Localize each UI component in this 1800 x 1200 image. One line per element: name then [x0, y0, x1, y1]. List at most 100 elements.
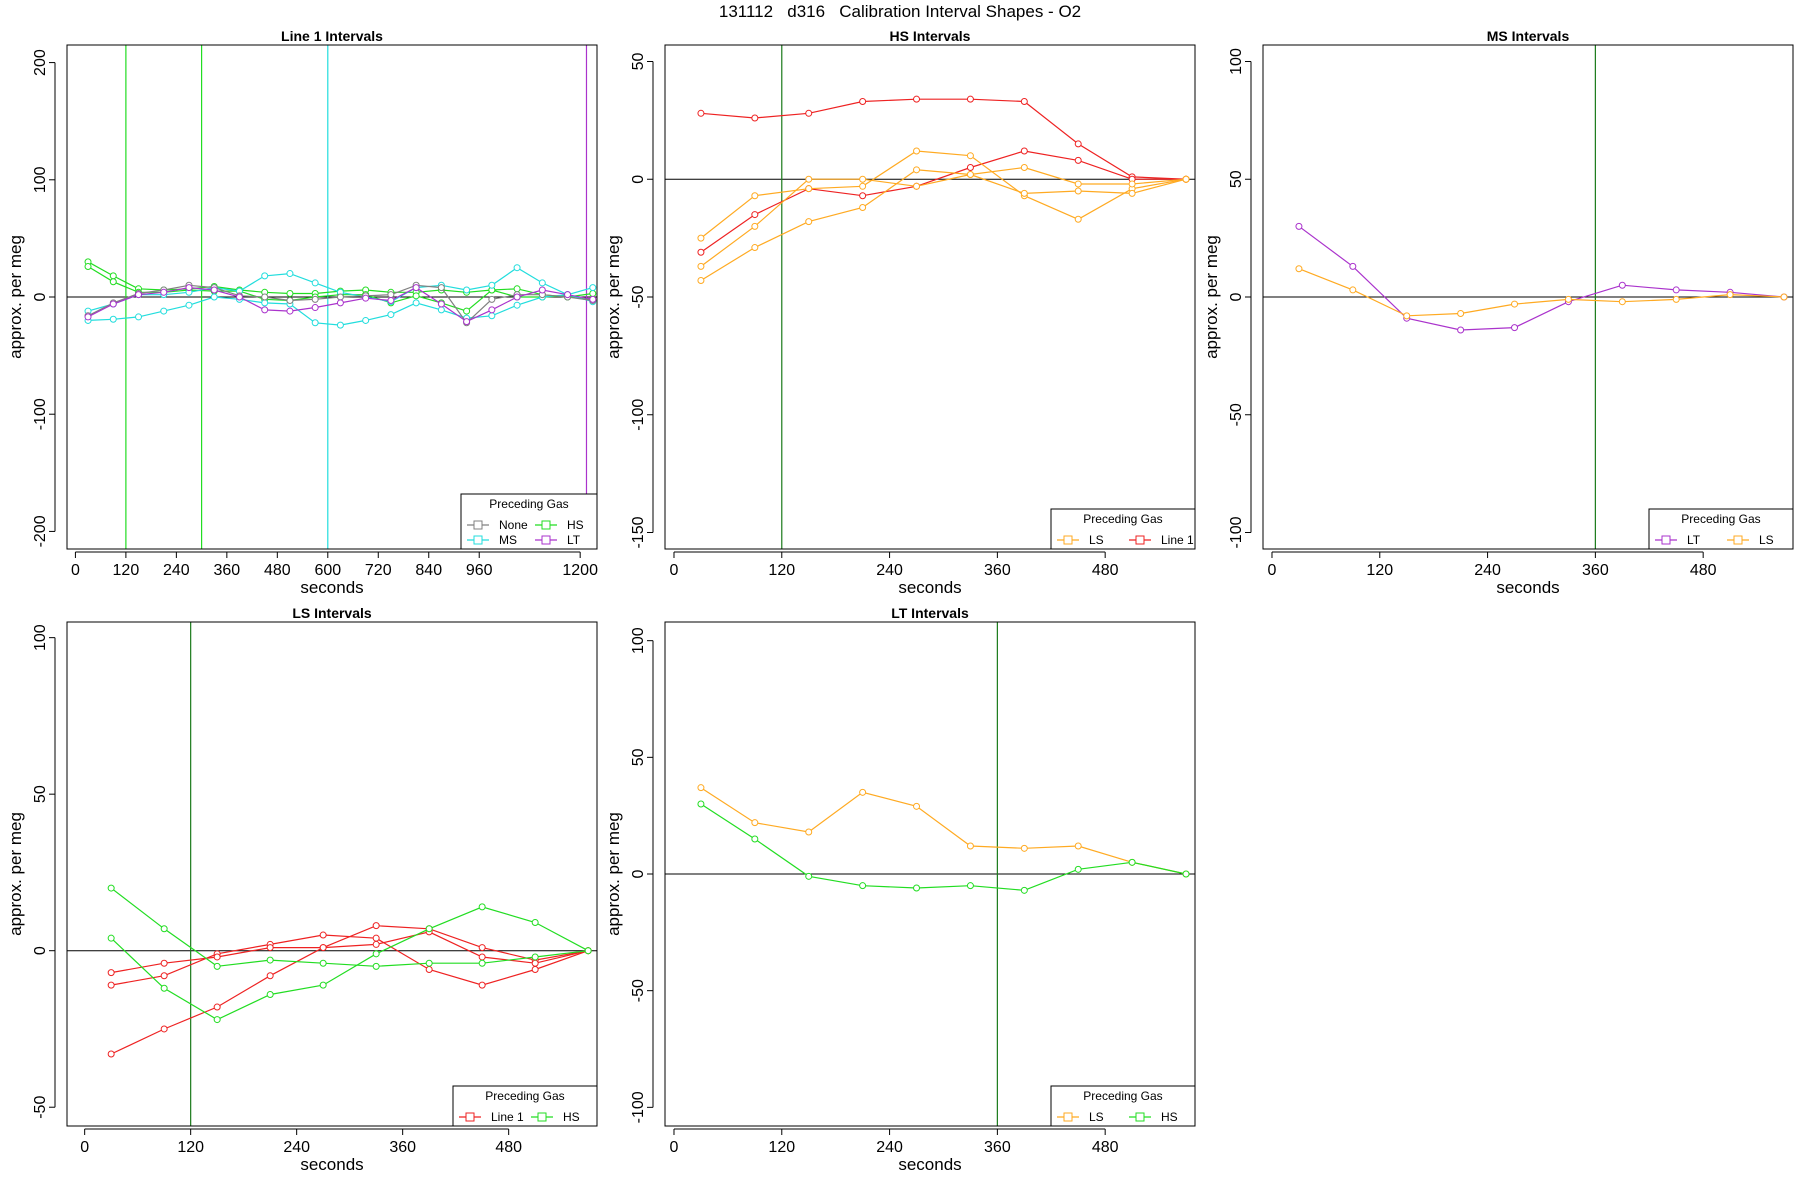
data-point	[336, 299, 344, 307]
y-tick-label: -100	[32, 398, 49, 430]
data-point	[1457, 309, 1465, 317]
data-point	[109, 278, 117, 286]
page-title: 131112 d316 Calibration Interval Shapes …	[718, 2, 1082, 21]
data-point	[372, 962, 380, 970]
data-point	[1020, 163, 1028, 171]
data-point	[697, 109, 705, 117]
data-point	[751, 211, 759, 219]
data-point	[160, 925, 168, 933]
x-tick-label: 0	[670, 1139, 679, 1156]
y-tick-label: 50	[630, 748, 647, 766]
data-point	[437, 306, 445, 314]
data-point	[805, 109, 813, 117]
data-point	[160, 1025, 168, 1033]
legend-swatch-symbol	[1063, 535, 1073, 545]
legend-item-LS: LS	[1759, 533, 1774, 547]
series-line-LT-0	[1298, 225, 1785, 331]
series-line-LS-0	[700, 787, 1187, 875]
data-point	[805, 872, 813, 880]
data-point	[362, 316, 370, 324]
data-point	[1128, 189, 1136, 197]
data-point	[1074, 187, 1082, 195]
data-point	[513, 285, 521, 293]
data-point	[478, 944, 486, 952]
series-line-Line-1-0	[700, 98, 1187, 180]
data-point	[1128, 180, 1136, 188]
chart-panel-lt: LT Intervals 0 120 240 360 480 -100 -50 0 50 100 se…	[604, 605, 1196, 1174]
x-axis-label: seconds	[898, 578, 961, 597]
legend-swatch-symbol	[465, 1112, 475, 1122]
data-point	[135, 291, 143, 299]
data-point	[697, 800, 705, 808]
data-point	[185, 284, 193, 292]
legend-title: Preceding Gas	[1083, 512, 1162, 526]
x-tick-label: 360	[213, 562, 240, 579]
legend-swatch-symbol	[541, 520, 551, 530]
data-point	[107, 934, 115, 942]
data-point	[336, 321, 344, 329]
data-point	[1511, 324, 1519, 332]
data-point	[84, 313, 92, 321]
x-tick-label: 120	[113, 562, 140, 579]
legend-item-LT: LT	[567, 533, 581, 547]
data-point	[1726, 291, 1734, 299]
data-point	[425, 925, 433, 933]
y-tick-label: 50	[32, 785, 49, 803]
data-point	[261, 299, 269, 307]
x-tick-label: 480	[1092, 562, 1119, 579]
legend-item-HS: HS	[563, 1110, 580, 1124]
data-point	[1074, 180, 1082, 188]
x-tick-label: 240	[163, 562, 190, 579]
data-point	[372, 934, 380, 942]
y-tick-label: 50	[1228, 170, 1245, 188]
data-point	[805, 218, 813, 226]
data-point	[859, 788, 867, 796]
data-point	[1672, 286, 1680, 294]
x-axis-label: seconds	[1496, 578, 1559, 597]
data-point	[513, 301, 521, 309]
data-point	[751, 222, 759, 230]
data-point	[538, 279, 546, 287]
data-point	[697, 277, 705, 285]
legend-swatch-symbol	[1661, 535, 1671, 545]
legend: Preceding Gas LS HS	[1050, 1085, 1196, 1127]
data-point	[372, 950, 380, 958]
legend-item-LS: LS	[1089, 1110, 1104, 1124]
data-point	[478, 903, 486, 911]
data-point	[425, 965, 433, 973]
data-point	[286, 270, 294, 278]
data-point	[261, 293, 269, 301]
data-point	[531, 953, 539, 961]
data-point	[1349, 262, 1357, 270]
series-line-Line-1-0	[110, 925, 589, 1055]
legend-item-HS: HS	[1161, 1110, 1178, 1124]
data-point	[286, 289, 294, 297]
series-line-LS-3	[700, 166, 1187, 267]
x-tick-label: 120	[177, 1139, 204, 1156]
data-point	[1020, 189, 1028, 197]
data-point	[372, 940, 380, 948]
data-point	[1780, 293, 1788, 301]
data-point	[966, 842, 974, 850]
data-point	[160, 307, 168, 315]
legend-swatch-symbol	[473, 520, 483, 530]
data-point	[160, 972, 168, 980]
data-point	[1295, 265, 1303, 273]
data-point	[266, 991, 274, 999]
series-line-HS-3	[110, 887, 589, 967]
x-tick-label: 360	[984, 562, 1011, 579]
data-point	[210, 293, 218, 301]
x-tick-label: 120	[1366, 562, 1393, 579]
x-tick-label: 1200	[562, 562, 598, 579]
data-point	[213, 1003, 221, 1011]
y-tick-label: -50	[630, 979, 647, 1002]
data-point	[1074, 215, 1082, 223]
data-point	[697, 262, 705, 270]
data-point	[1182, 175, 1190, 183]
x-tick-label: 600	[314, 562, 341, 579]
data-point	[319, 981, 327, 989]
data-point	[966, 882, 974, 890]
plot-frame	[66, 621, 598, 1127]
data-point	[913, 147, 921, 155]
chart-title: MS Intervals	[1487, 28, 1570, 44]
